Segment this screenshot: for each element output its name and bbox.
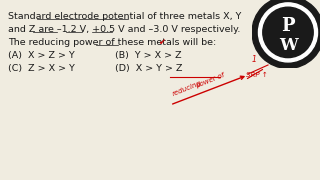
- Text: and Z are –1.2 V, +0.5 V and –3.0 V respectively.: and Z are –1.2 V, +0.5 V and –3.0 V resp…: [8, 25, 240, 34]
- Circle shape: [259, 3, 317, 62]
- Text: P: P: [281, 17, 295, 35]
- Text: SRP ↑: SRP ↑: [246, 72, 268, 78]
- Text: power of: power of: [195, 72, 226, 89]
- Text: 1: 1: [252, 55, 257, 64]
- Text: reducing: reducing: [172, 80, 203, 97]
- Text: ✔: ✔: [158, 38, 165, 47]
- Circle shape: [252, 0, 320, 68]
- Text: (A)  X > Z > Y: (A) X > Z > Y: [8, 51, 75, 60]
- Text: (B)  Y > X > Z: (B) Y > X > Z: [115, 51, 182, 60]
- Text: W: W: [279, 37, 297, 53]
- Circle shape: [263, 7, 313, 58]
- Text: Standard electrode potential of three metals X, Y: Standard electrode potential of three me…: [8, 12, 241, 21]
- Text: The reducing power of these metals will be:: The reducing power of these metals will …: [8, 38, 216, 47]
- Text: (C)  Z > X > Y: (C) Z > X > Y: [8, 64, 75, 73]
- Text: (D)  X > Y > Z: (D) X > Y > Z: [115, 64, 182, 73]
